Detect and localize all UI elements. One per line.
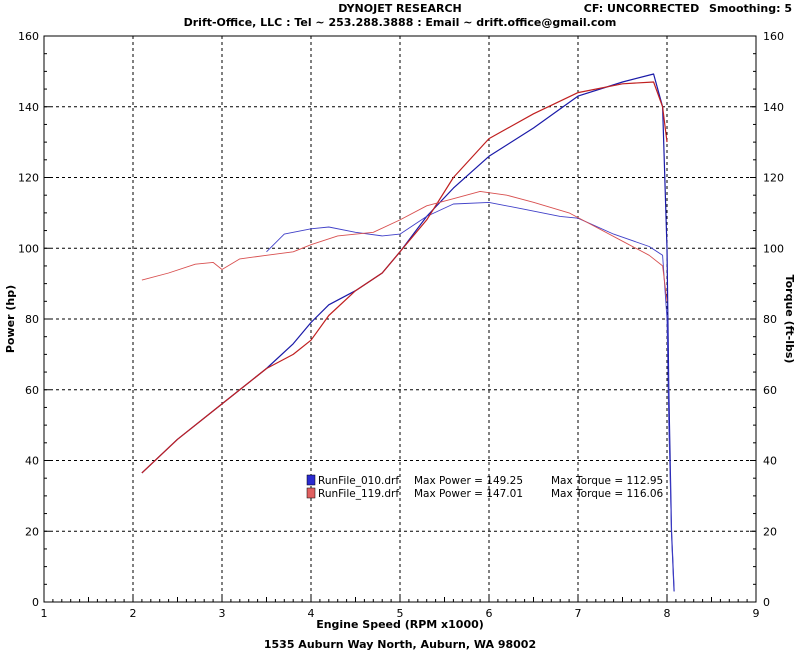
y-right-tick-label: 20 — [763, 525, 777, 538]
y-axis-left-title: Power (hp) — [4, 285, 17, 353]
axis-ticks — [43, 35, 757, 603]
x-axis-tick-labels: 1 2 3 4 5 6 7 8 9 — [41, 607, 760, 620]
y-left-tick-label: 120 — [18, 172, 39, 185]
chart-title: DYNOJET RESEARCH — [338, 2, 462, 15]
x-tick-label: 6 — [486, 607, 493, 620]
x-tick-label: 9 — [753, 607, 760, 620]
legend-max-power-run-010: Max Power = 149.25 — [414, 475, 523, 487]
series-torque-line-1 — [266, 201, 675, 592]
legend-max-power-run-119: Max Power = 147.01 — [414, 488, 523, 500]
y-left-tick-label: 140 — [18, 101, 39, 114]
x-tick-label: 2 — [130, 607, 137, 620]
x-axis-title: Engine Speed (RPM x1000) — [316, 618, 484, 631]
shop-contact-line: Drift-Office, LLC : Tel ~ 253.288.3888 :… — [183, 16, 617, 29]
y-left-tick-label: 0 — [32, 596, 39, 609]
series-lines — [141, 73, 675, 592]
y-right-tick-label: 0 — [763, 596, 770, 609]
y-right-tick-label: 60 — [763, 384, 777, 397]
legend-swatch-run-010 — [306, 474, 316, 486]
footer-address: 1535 Auburn Way North, Auburn, WA 98002 — [263, 638, 537, 651]
x-tick-label: 4 — [308, 607, 315, 620]
correction-info: CF: UNCORRECTED Smoothing: 5 — [584, 2, 792, 15]
y-right-tick-label: 140 — [763, 101, 784, 114]
series-power-line-2 — [141, 81, 668, 474]
series-torque-line-3 — [141, 190, 668, 302]
y-left-tick-label: 160 — [18, 30, 39, 43]
y-right-tick-label: 120 — [763, 172, 784, 185]
legend-max-torque-run-119: Max Torque = 116.06 — [551, 488, 664, 500]
y-right-tick-label: 160 — [763, 30, 784, 43]
y-left-tick-label: 40 — [25, 455, 39, 468]
smoothing-label: Smoothing: 5 — [709, 2, 792, 15]
y-right-tick-label: 100 — [763, 242, 784, 255]
x-tick-label: 5 — [397, 607, 404, 620]
x-tick-label: 1 — [41, 607, 48, 620]
y-right-tick-label: 40 — [763, 455, 777, 468]
x-tick-label: 7 — [575, 607, 582, 620]
y-axis-right-title: Torque (ft-lbs) — [783, 275, 796, 364]
y-left-tick-label: 20 — [25, 525, 39, 538]
legend-name-run-119: RunFile_119.drf — [318, 488, 399, 500]
y-axis-right-tick-labels: 0 20 40 60 80 100 120 140 160 — [763, 30, 784, 609]
legend-name-run-010: RunFile_010.drf — [318, 475, 399, 487]
legend: RunFile_010.drf Max Power = 149.25 Max T… — [306, 474, 664, 500]
y-axis-left-tick-labels: 0 20 40 60 80 100 120 140 160 — [18, 30, 39, 609]
y-left-tick-label: 100 — [18, 242, 39, 255]
legend-swatch-run-119 — [306, 487, 316, 499]
y-right-tick-label: 80 — [763, 313, 777, 326]
x-tick-label: 3 — [219, 607, 226, 620]
x-tick-label: 8 — [664, 607, 671, 620]
y-left-tick-label: 60 — [25, 384, 39, 397]
legend-max-torque-run-010: Max Torque = 112.95 — [551, 475, 663, 487]
cf-label: CF: UNCORRECTED — [583, 2, 700, 15]
y-left-tick-label: 80 — [25, 313, 39, 326]
